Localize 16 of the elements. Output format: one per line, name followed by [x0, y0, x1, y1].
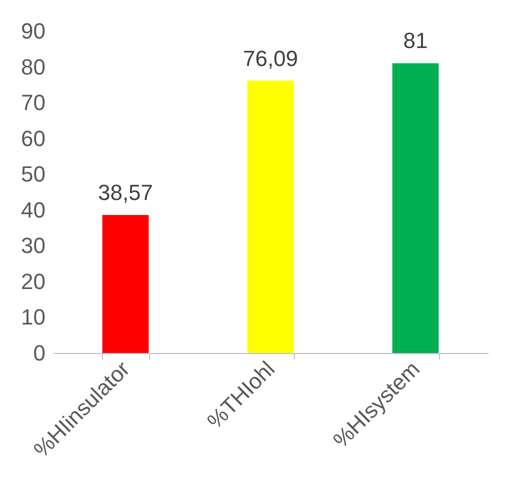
y-tick-label: 20: [21, 268, 46, 294]
y-tick-label: 30: [21, 233, 46, 258]
data-label: 81: [403, 28, 428, 54]
y-tick-label: 70: [21, 90, 46, 116]
y-tick-label: 60: [21, 126, 46, 151]
y-tick-label: 10: [21, 304, 46, 330]
y-tick-label: 0: [33, 340, 46, 366]
data-label: 76,09: [242, 46, 298, 71]
y-tick-label: 80: [21, 54, 46, 80]
y-tick-label: 50: [21, 162, 46, 187]
data-label: 38,57: [98, 180, 154, 206]
bar: [247, 80, 294, 353]
y-tick-label: 90: [21, 18, 46, 44]
y-tick-label: 40: [21, 197, 46, 222]
bar: [392, 63, 439, 353]
bar: [102, 215, 149, 353]
